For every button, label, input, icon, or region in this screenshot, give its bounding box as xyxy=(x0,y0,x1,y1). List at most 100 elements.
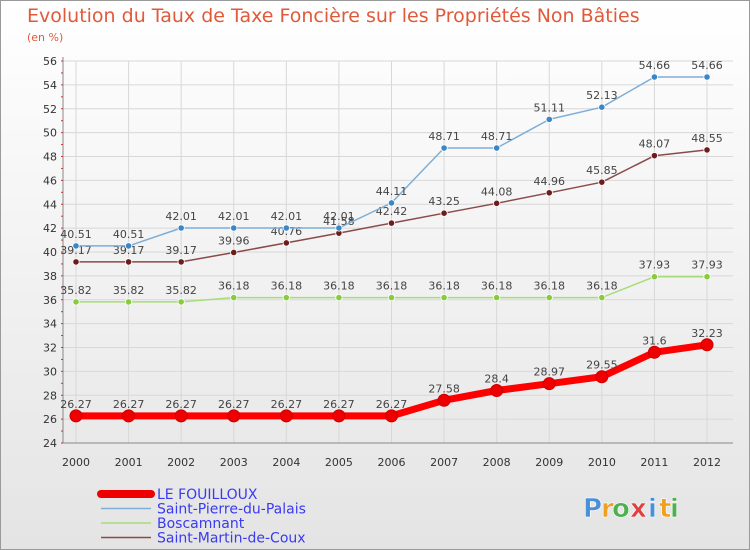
series-point-3-4 xyxy=(282,239,290,247)
data-label-2-10: 36.18 xyxy=(586,280,618,293)
x-tick-label-2007: 2007 xyxy=(430,456,458,469)
logo-letter-4: i xyxy=(648,494,657,524)
series-point-1-6 xyxy=(387,199,396,207)
data-label-1-5: 42.01 xyxy=(323,210,355,223)
data-label-3-6: 42.42 xyxy=(376,205,408,218)
y-tick-label-52: 52 xyxy=(43,103,57,116)
data-label-3-1: 39.17 xyxy=(113,244,145,257)
series-point-0-4 xyxy=(279,409,293,423)
x-tick-label-2002: 2002 xyxy=(167,456,195,469)
data-label-3-0: 39.17 xyxy=(60,244,92,257)
data-label-3-2: 39.17 xyxy=(165,244,197,257)
data-label-1-11: 54.66 xyxy=(639,59,671,72)
series-point-1-4 xyxy=(282,224,290,232)
data-label-0-2: 26.27 xyxy=(165,398,197,411)
data-label-0-9: 28.97 xyxy=(534,366,566,379)
data-label-2-7: 36.18 xyxy=(428,280,460,293)
series-point-1-7 xyxy=(440,144,448,152)
data-label-0-11: 31.6 xyxy=(642,334,667,347)
series-point-1-10 xyxy=(598,103,606,111)
series-point-0-10 xyxy=(595,370,609,384)
data-label-1-12: 54.66 xyxy=(691,59,723,72)
series-point-3-8 xyxy=(493,199,501,207)
y-tick-label-36: 36 xyxy=(43,294,57,307)
data-label-2-3: 36.18 xyxy=(218,280,250,293)
data-label-3-8: 44.08 xyxy=(481,185,513,198)
data-label-2-2: 35.82 xyxy=(165,284,197,297)
data-label-1-9: 51.11 xyxy=(534,101,566,114)
series-point-1-5 xyxy=(335,224,343,232)
data-label-0-1: 26.27 xyxy=(113,398,145,411)
x-tick-label-2011: 2011 xyxy=(640,456,668,469)
chart-title: Evolution du Taux de Taxe Foncière sur l… xyxy=(27,5,640,27)
series-point-2-0 xyxy=(72,298,80,306)
y-tick-label-28: 28 xyxy=(43,389,57,402)
legend-label-1: Saint-Pierre-du-Palais xyxy=(157,502,306,518)
data-label-1-10: 52.13 xyxy=(586,89,618,102)
series-point-1-0 xyxy=(72,242,80,250)
data-label-0-8: 28.4 xyxy=(484,372,509,385)
data-label-0-3: 26.27 xyxy=(218,398,250,411)
series-point-1-8 xyxy=(493,144,501,152)
series-point-1-3 xyxy=(230,224,238,232)
data-label-2-1: 35.82 xyxy=(113,284,145,297)
series-point-0-11 xyxy=(647,345,661,359)
logo-letter-6: i xyxy=(670,494,679,524)
series-point-0-3 xyxy=(227,409,241,423)
y-tick-label-34: 34 xyxy=(43,318,57,331)
data-label-3-7: 43.25 xyxy=(428,195,460,208)
data-label-0-4: 26.27 xyxy=(271,398,303,411)
chart-subtitle: (en %) xyxy=(27,31,64,44)
series-point-1-1 xyxy=(124,242,133,250)
y-tick-label-32: 32 xyxy=(43,342,57,355)
data-label-2-9: 36.18 xyxy=(534,280,566,293)
data-label-2-8: 36.18 xyxy=(481,280,513,293)
y-tick-label-38: 38 xyxy=(43,270,57,283)
series-point-2-1 xyxy=(124,298,133,306)
logo-letter-0: P xyxy=(583,494,602,524)
y-tick-label-54: 54 xyxy=(43,79,57,92)
series-point-0-1 xyxy=(122,409,136,423)
data-label-2-0: 35.82 xyxy=(60,284,92,297)
data-label-3-11: 48.07 xyxy=(639,138,671,151)
series-point-3-2 xyxy=(177,258,185,266)
data-label-0-0: 26.27 xyxy=(60,398,92,411)
data-label-1-4: 42.01 xyxy=(271,210,303,223)
series-point-3-6 xyxy=(387,219,396,227)
series-point-0-12 xyxy=(700,338,714,352)
series-point-0-6 xyxy=(385,409,398,423)
y-tick-label-30: 30 xyxy=(43,365,57,378)
series-point-1-11 xyxy=(650,73,659,81)
series-point-2-9 xyxy=(545,294,553,302)
series-point-2-8 xyxy=(493,294,501,302)
series-point-0-0 xyxy=(69,409,83,423)
data-label-0-5: 26.27 xyxy=(323,398,355,411)
y-tick-label-56: 56 xyxy=(43,55,57,68)
x-tick-label-2006: 2006 xyxy=(378,456,406,469)
series-point-3-9 xyxy=(545,189,553,197)
series-point-2-5 xyxy=(335,294,343,302)
series-point-2-3 xyxy=(230,294,238,302)
logo-letter-1: r xyxy=(601,494,614,524)
logo-letter-3: x xyxy=(630,494,647,524)
series-point-3-7 xyxy=(440,209,448,217)
legend-label-2: Boscamnant xyxy=(157,516,245,532)
series-point-2-7 xyxy=(440,294,448,302)
series-point-0-7 xyxy=(437,393,451,407)
y-tick-label-44: 44 xyxy=(43,198,57,211)
y-tick-label-50: 50 xyxy=(43,127,57,140)
data-label-0-10: 29.55 xyxy=(586,359,618,372)
y-tick-label-48: 48 xyxy=(43,151,57,164)
series-point-2-4 xyxy=(282,294,290,302)
data-label-1-1: 40.51 xyxy=(113,228,145,241)
y-tick-label-42: 42 xyxy=(43,222,57,235)
series-point-3-0 xyxy=(72,258,80,266)
data-label-0-12: 32.23 xyxy=(691,327,723,340)
data-label-1-7: 48.71 xyxy=(428,130,460,143)
x-tick-label-2004: 2004 xyxy=(272,456,300,469)
series-point-0-8 xyxy=(490,383,504,397)
x-tick-label-2010: 2010 xyxy=(588,456,616,469)
y-tick-label-24: 24 xyxy=(43,437,57,450)
